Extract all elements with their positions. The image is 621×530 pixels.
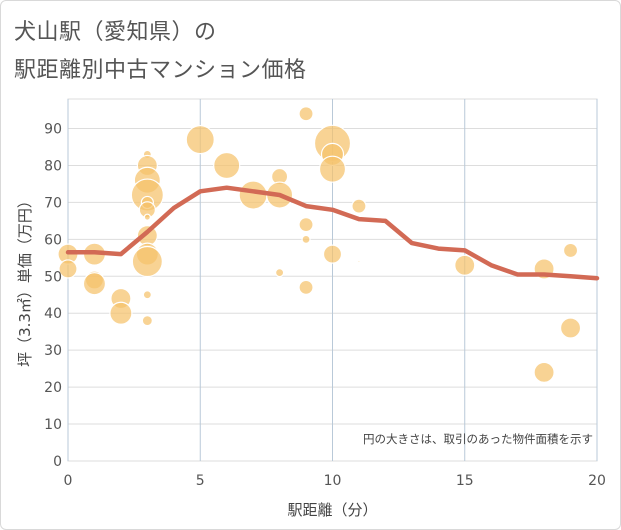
data-bubble [143, 213, 151, 221]
y-tick-label: 10 [44, 417, 62, 433]
x-tick-label: 0 [64, 473, 73, 489]
data-bubble [559, 317, 582, 339]
y-tick-label: 30 [44, 343, 62, 359]
average-price-line [65, 185, 600, 281]
y-tick-label: 70 [44, 195, 62, 211]
data-bubble [298, 279, 314, 295]
data-bubble [357, 259, 361, 264]
grid-lines [67, 98, 598, 462]
data-bubble [318, 155, 347, 183]
x-tick-label: 10 [324, 473, 342, 489]
data-bubble [275, 268, 285, 278]
data-bubble [213, 151, 241, 180]
data-bubble [58, 259, 78, 279]
bubble-size-note: 円の大きさは、取引のあった物件面積を示す [363, 432, 593, 446]
chart-title-line2: 駅距離別中古マンション価格 [14, 58, 307, 83]
axes-layer: 0 10 20 30 40 50 60 70 80 90 0 5 10 15 20 [44, 122, 606, 489]
data-bubble [298, 106, 314, 122]
data-bubble [109, 301, 133, 325]
data-bubble [238, 180, 268, 210]
data-bubble [301, 234, 311, 244]
x-axis-label: 駅距離（分） [287, 501, 377, 519]
data-bubble [185, 125, 215, 155]
trend-line-layer [65, 185, 600, 281]
data-bubble [533, 361, 555, 383]
bubble-layer [57, 106, 582, 383]
y-tick-label: 50 [44, 269, 62, 285]
y-axis-label: 坪（3.3㎡）単価（万円） [16, 193, 34, 367]
data-bubble [322, 244, 343, 264]
x-tick-label: 20 [588, 473, 606, 489]
y-tick-label: 60 [44, 232, 62, 248]
y-tick-label: 20 [44, 380, 62, 396]
data-bubble [142, 290, 152, 300]
data-bubble [562, 242, 579, 259]
data-bubble [298, 216, 314, 233]
chart-title-line1: 犬山駅（愛知県）の [14, 20, 217, 45]
data-bubble [454, 254, 476, 276]
data-bubble [141, 315, 153, 327]
y-tick-label: 80 [44, 158, 62, 174]
data-bubble [82, 272, 107, 296]
x-tick-label: 5 [196, 473, 205, 489]
y-tick-label: 0 [53, 454, 62, 470]
x-tick-label: 15 [456, 473, 474, 489]
y-tick-label: 40 [44, 306, 62, 322]
data-bubble [131, 245, 163, 278]
data-bubble [351, 198, 367, 214]
y-tick-label: 90 [44, 122, 62, 138]
